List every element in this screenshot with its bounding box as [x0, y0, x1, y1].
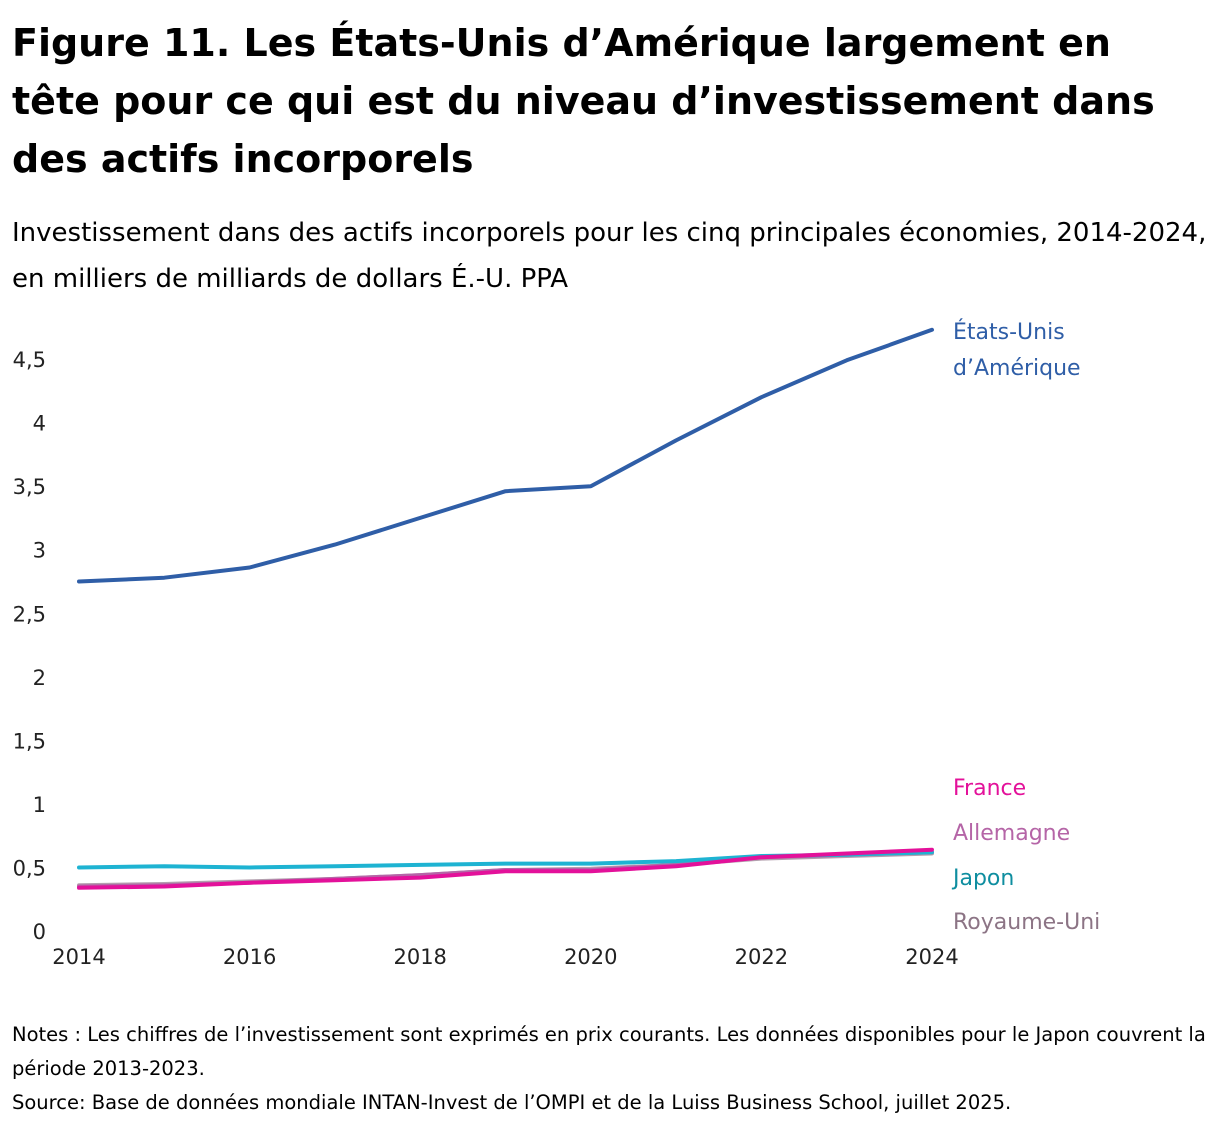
- y-tick-label: 4: [33, 412, 46, 436]
- series-label-japon: Japon: [951, 866, 1014, 891]
- y-tick-label: 3: [33, 539, 46, 563]
- chart-title: Figure 11. Les États-Unis d’Amérique lar…: [12, 21, 1155, 181]
- chart-subtitle: Investissement dans des actifs incorpore…: [12, 218, 1207, 294]
- x-tick-label: 2016: [223, 945, 276, 969]
- y-tick-label: 0: [33, 920, 46, 944]
- x-tick-label: 2014: [52, 945, 105, 969]
- x-tick-label: 2020: [564, 945, 617, 969]
- y-tick-label: 1,5: [13, 729, 46, 753]
- y-tick-label: 0,5: [13, 856, 46, 880]
- series-line-france: [77, 847, 934, 890]
- y-tick-label: 2: [33, 666, 46, 690]
- notes-text: Notes : Les chiffres de l’investissement…: [12, 1023, 1206, 1080]
- x-tick-label: 2018: [393, 945, 446, 969]
- series-label-royaume-uni: Royaume-Uni: [953, 910, 1100, 935]
- y-tick-label: 2,5: [13, 602, 46, 626]
- y-tick-label: 3,5: [13, 475, 46, 499]
- series-label-allemagne: Allemagne: [953, 821, 1070, 846]
- chart-notes: Notes : Les chiffres de l’investissement…: [12, 1018, 1212, 1120]
- source-text: Source: Base de données mondiale INTAN-I…: [12, 1091, 1012, 1114]
- line-chart: 0 0,5 1 1,5 2 2,5 3 3,5 4 4,5 2014 2016 2018 2020 202…: [13, 319, 1101, 969]
- x-axis-tick-labels: 2014 2016 2018 2020 2022 2024: [52, 945, 958, 969]
- series-label-france: France: [953, 776, 1026, 801]
- y-tick-label: 1: [33, 793, 46, 817]
- series-label-etats-unis: États-Unis d’Amérique: [953, 319, 1081, 381]
- y-tick-label: 4,5: [13, 348, 46, 372]
- x-tick-label: 2022: [735, 945, 788, 969]
- series-labels: Royaume-Uni Allemagne Japon France États-Uni…: [951, 319, 1100, 935]
- series-lines: [77, 327, 934, 890]
- series-line-etats-unis: [77, 327, 934, 584]
- y-axis-tick-labels: 0 0,5 1 1,5 2 2,5 3 3,5 4 4,5: [13, 348, 46, 944]
- x-tick-label: 2024: [905, 945, 958, 969]
